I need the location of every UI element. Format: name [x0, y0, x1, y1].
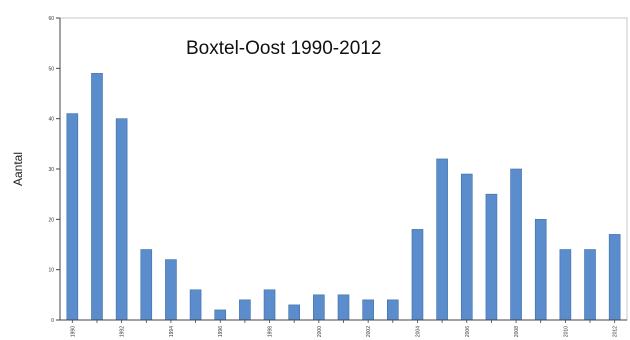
plot-frame	[59, 17, 628, 321]
x-tick-label: 2006	[465, 326, 471, 337]
y-tick-label: 40	[48, 117, 54, 123]
y-tick-label: 20	[48, 217, 54, 223]
x-tick-label: 2002	[366, 326, 372, 337]
y-ticks: 0 10 20 30 40 50 60	[48, 16, 60, 324]
y-tick-label: 10	[48, 268, 54, 274]
x-tick-label: 1992	[120, 326, 126, 337]
x-tick-label: 1990	[70, 326, 76, 337]
x-tick-label: 2008	[514, 326, 520, 337]
bar-2004	[411, 229, 424, 321]
bar-1998	[263, 289, 276, 321]
bar-2003	[386, 299, 399, 321]
bar-1994	[165, 259, 177, 321]
bar-1993	[140, 249, 153, 321]
bar-2007	[485, 193, 498, 321]
bar-1997	[239, 299, 251, 321]
bar-2008	[510, 168, 522, 321]
bar-2012	[608, 234, 621, 321]
x-tick-label: 2010	[563, 326, 569, 337]
bar-1990	[66, 113, 79, 321]
x-tick-label: 2000	[317, 326, 323, 337]
x-ticks: 1990 1992 1994 1996 1998 2000 2002 2004 2006 2008…	[70, 320, 619, 337]
bar-2000	[313, 294, 325, 321]
bar-2011	[584, 249, 596, 321]
chart-title: Boxtel-Oost 1990-2012	[186, 38, 381, 59]
bar-1992	[115, 118, 128, 321]
x-tick-label: 1994	[169, 326, 175, 337]
bar-1995	[189, 289, 202, 321]
x-tick-label: 1998	[268, 326, 274, 337]
x-tick-label: 2012	[613, 326, 619, 337]
bar-1991	[91, 73, 103, 321]
bar-2001	[337, 294, 350, 321]
y-tick-label: 60	[48, 16, 54, 22]
bar-2005	[436, 158, 448, 321]
bar-2010	[559, 249, 572, 321]
bar-2009	[534, 219, 547, 321]
x-tick-label: 1996	[218, 326, 224, 337]
bars	[66, 73, 621, 321]
y-tick-label: 30	[48, 167, 54, 173]
y-tick-label: 0	[51, 318, 54, 324]
bar-1996	[214, 309, 227, 321]
bar-1999	[288, 304, 301, 321]
bar-2002	[362, 299, 374, 321]
y-axis-label: Aantal	[11, 152, 25, 186]
y-tick-label: 50	[48, 66, 54, 72]
bar-2006	[460, 173, 473, 321]
x-tick-label: 2004	[415, 326, 421, 337]
